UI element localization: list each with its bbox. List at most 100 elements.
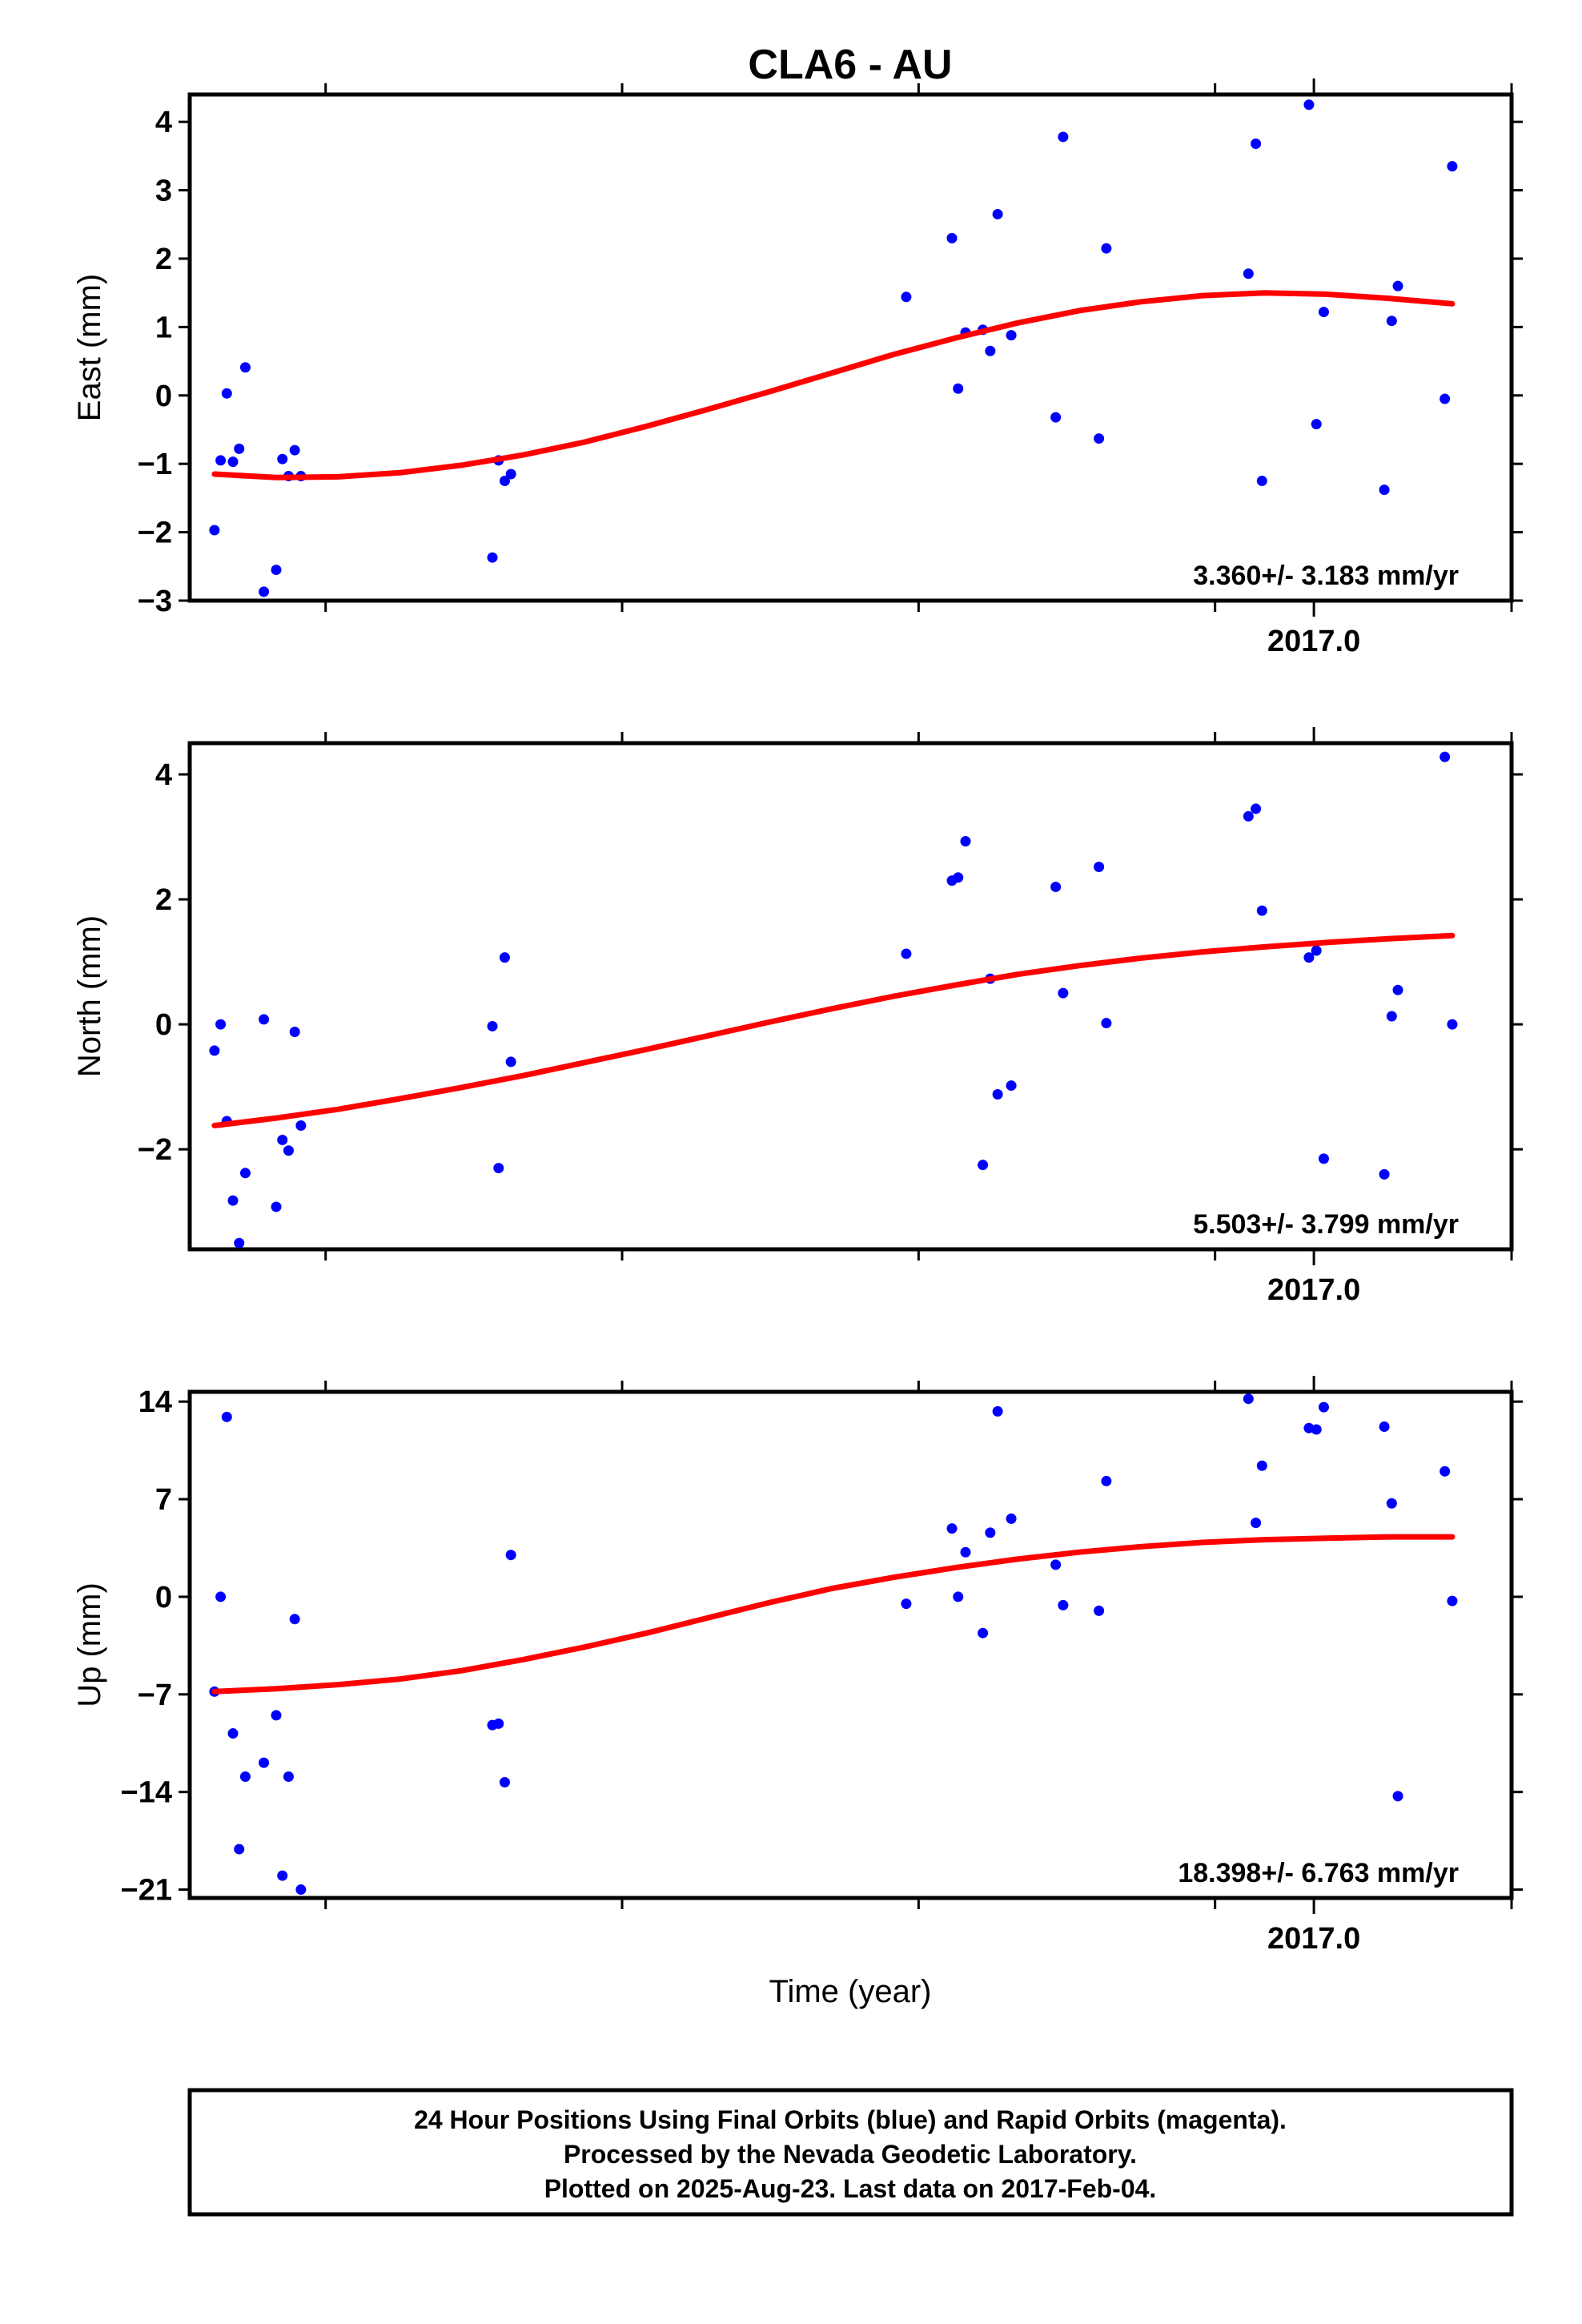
data-point (1006, 330, 1017, 341)
data-point (271, 1710, 282, 1721)
data-point (1050, 412, 1062, 423)
data-point (227, 456, 239, 468)
data-point (1050, 881, 1062, 892)
data-point (295, 1884, 307, 1896)
data-point (259, 586, 270, 597)
data-point (1058, 987, 1069, 999)
data-point (1256, 476, 1267, 487)
data-point (505, 468, 516, 480)
data-point (277, 453, 288, 464)
data-point (978, 1160, 989, 1171)
data-point (1243, 1393, 1254, 1405)
data-point (1050, 1559, 1062, 1570)
data-point (239, 362, 251, 373)
data-point (946, 1523, 958, 1534)
data-point (239, 1168, 251, 1179)
data-point (1303, 99, 1315, 111)
data-point (215, 1019, 227, 1030)
data-point (234, 443, 245, 454)
data-point (234, 1844, 245, 1855)
y-tick-label: −2 (138, 1133, 172, 1167)
y-tick-label: 14 (139, 1385, 172, 1419)
x-tick-label: 2017.0 (1267, 1922, 1360, 1956)
data-point (1101, 1018, 1112, 1029)
north-fit-line (211, 932, 1456, 1128)
data-point (1318, 1153, 1329, 1164)
data-point (1303, 952, 1315, 963)
data-point (487, 1020, 498, 1031)
data-point (215, 1591, 227, 1602)
y-tick-label: 7 (155, 1483, 172, 1517)
data-point (1386, 316, 1397, 327)
data-point (283, 1771, 294, 1783)
data-point (221, 388, 232, 399)
data-point (289, 1614, 300, 1625)
data-point (221, 1411, 232, 1422)
data-point (1243, 268, 1254, 279)
data-point (946, 232, 958, 243)
north-y-axis-label: North (mm) (72, 915, 107, 1077)
data-point (1379, 1168, 1390, 1180)
y-tick-label: −3 (138, 585, 172, 618)
data-point (505, 1550, 516, 1561)
data-point (505, 1056, 516, 1068)
data-point (901, 948, 912, 959)
y-tick-label: 2 (155, 243, 172, 276)
data-point (960, 835, 971, 846)
data-point (1447, 1019, 1458, 1030)
up-fit-line (211, 1534, 1456, 1695)
x-tick-label: 2017.0 (1267, 625, 1360, 658)
data-point (985, 345, 996, 356)
data-point (499, 952, 510, 963)
east-fit-line (211, 290, 1456, 480)
data-point (1447, 1595, 1458, 1606)
data-point (1058, 1599, 1069, 1610)
y-tick-label: −7 (138, 1679, 172, 1712)
data-point (227, 1195, 239, 1206)
data-point (1094, 1605, 1105, 1616)
data-point (992, 1088, 1003, 1100)
data-point (1094, 861, 1105, 872)
data-point (1392, 984, 1403, 995)
footer-line-2: Processed by the Nevada Geodetic Laborat… (564, 2140, 1137, 2169)
north-panel: 4 2 0 −2 2017.0 North (mm) 5.503+/- 3.799 mm/y… (72, 727, 1523, 1307)
up-y-axis-label: Up (mm) (72, 1582, 107, 1707)
data-point (1439, 751, 1451, 762)
data-point (234, 1237, 245, 1248)
y-tick-label: −14 (121, 1776, 172, 1810)
data-point (1251, 138, 1262, 149)
data-point (215, 455, 227, 466)
data-point (1386, 1011, 1397, 1022)
data-point (1251, 1518, 1262, 1529)
y-tick-label: 1 (155, 311, 172, 344)
data-point (1101, 243, 1112, 254)
footer-frame (187, 2088, 1514, 2217)
up-panel: 14 7 0 −7 −14 −21 2017.0 Up (mm) 18.398+/- 6.763… (72, 1376, 1523, 1956)
data-point (1318, 307, 1329, 318)
up-rate-label: 18.398+/- 6.763 mm/yr (1178, 1858, 1459, 1888)
data-point (978, 1627, 989, 1638)
data-point (1392, 280, 1403, 292)
data-point (227, 1728, 239, 1739)
data-point (1447, 161, 1458, 172)
footer-line-3: Plotted on 2025-Aug-23. Last data on 201… (544, 2174, 1157, 2203)
data-point (499, 1776, 510, 1787)
y-tick-label: −21 (121, 1874, 172, 1908)
x-tick-label: 2017.0 (1267, 1273, 1360, 1307)
data-point (1311, 945, 1322, 956)
data-point (289, 444, 300, 456)
data-point (1379, 1421, 1390, 1433)
data-point (1256, 1460, 1267, 1471)
north-plot-frame (187, 741, 1514, 1252)
panels: 4 3 2 1 0 −1 −2 −3 2017.0 East (mm) 3.360+/- 3.183… (72, 78, 1523, 1956)
data-point (1386, 1498, 1397, 1509)
figure-title: CLA6 - AU (748, 42, 952, 88)
data-point (487, 552, 498, 563)
data-point (992, 208, 1003, 219)
data-point (1256, 905, 1267, 916)
east-plot-frame (187, 92, 1514, 603)
data-point (992, 1405, 1003, 1417)
data-point (1094, 433, 1105, 444)
data-point (271, 1201, 282, 1212)
